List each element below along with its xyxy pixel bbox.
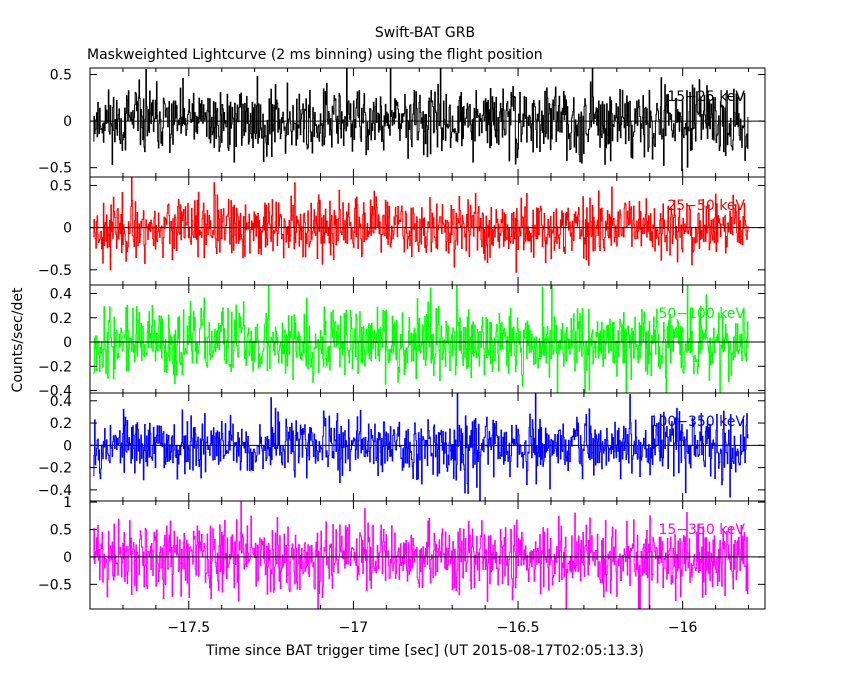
panel-1: −0.5 0 0.5 15−25 keV bbox=[38, 67, 766, 178]
band-label-3: 50−100 keV bbox=[658, 306, 745, 322]
y-tick-label: −0.2 bbox=[38, 461, 72, 477]
series-line-3 bbox=[93, 285, 749, 393]
y-axis-label: Counts/sec/det bbox=[10, 287, 26, 392]
y-tick-label: −0.5 bbox=[38, 577, 72, 593]
y-tick-label: 0 bbox=[63, 114, 72, 130]
panel-4: −0.4 −0.2 0 0.2 0.4 100−350 keV bbox=[38, 392, 766, 502]
y-tick-label: −0.4 bbox=[38, 384, 72, 400]
y-tick-label: 0.2 bbox=[50, 311, 72, 327]
y-tick-label: −0.5 bbox=[38, 263, 72, 279]
y-tick-label: 0.5 bbox=[50, 178, 72, 194]
y-tick-label: 0 bbox=[63, 550, 72, 566]
y-tick-label: 0 bbox=[63, 438, 72, 454]
y-tick-label: 0 bbox=[63, 335, 72, 351]
x-tick-label: −16 bbox=[668, 620, 698, 636]
y-tick-label: 0.5 bbox=[50, 523, 72, 539]
panels-group: −0.500.515−25 keV−0.500.525−50 keV−0.4−0… bbox=[38, 67, 766, 610]
y-tick-label: 0.2 bbox=[50, 416, 72, 432]
panel-5: −0.5 0 0.5 1 15−350 keV bbox=[38, 495, 766, 610]
panel-2: −0.5 0 0.5 25−50 keV bbox=[38, 176, 766, 286]
panel-3: −0.4 −0.2 0 0.2 0.4 50−100 keV bbox=[38, 284, 766, 400]
x-tick-label: −17.5 bbox=[167, 620, 210, 636]
y-tick-label: −0.5 bbox=[38, 161, 72, 177]
chart-subtitle: Maskweighted Lightcurve (2 ms binning) u… bbox=[87, 47, 543, 63]
y-tick-label: 1 bbox=[63, 495, 72, 511]
x-axis-label: Time since BAT trigger time [sec] (UT 20… bbox=[205, 643, 644, 659]
band-label-2: 25−50 keV bbox=[667, 198, 745, 214]
y-tick-label: 0.4 bbox=[50, 394, 72, 410]
y-tick-label: 0.5 bbox=[50, 68, 72, 84]
series-line-4 bbox=[93, 393, 749, 501]
panel-frame-5 bbox=[89, 500, 766, 610]
band-label-5: 15−350 keV bbox=[658, 522, 745, 538]
y-tick-label: −0.4 bbox=[38, 483, 72, 499]
chart-title: Swift-BAT GRB bbox=[375, 25, 475, 41]
x-tick-label: −17 bbox=[339, 620, 369, 636]
y-tick-label: −0.2 bbox=[38, 359, 72, 375]
x-tick-label: −16.5 bbox=[497, 620, 540, 636]
band-label-1: 15−25 keV bbox=[667, 89, 745, 105]
x-tick-labels: −17.5 −17 −16.5 −16 bbox=[167, 620, 697, 636]
series-line-2 bbox=[93, 177, 749, 273]
y-tick-label: 0 bbox=[63, 221, 72, 237]
band-label-4: 100−350 keV bbox=[650, 414, 746, 430]
y-tick-label: 0.4 bbox=[50, 286, 72, 302]
series-line-1 bbox=[93, 68, 749, 172]
